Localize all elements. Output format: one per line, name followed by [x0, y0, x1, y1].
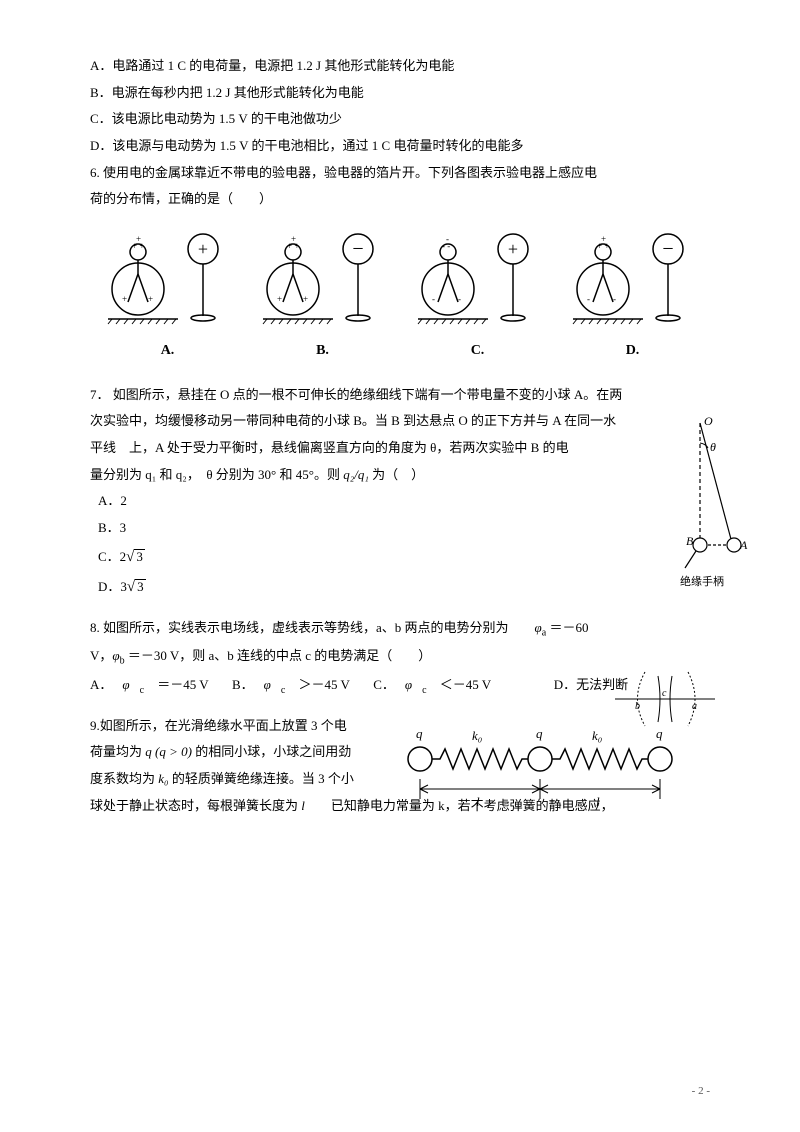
electroscope-d-svg: − + + + --: [563, 224, 703, 334]
q7-d-pre: D．3: [98, 579, 127, 594]
q5-opt-a: A．电路通过 1 C 的电荷量，电源把 1.2 J 其他形式能转化为电能: [90, 54, 710, 79]
q6-figure-row: + + + + + + A.: [90, 224, 710, 365]
q7-opt-a: A．2: [90, 489, 710, 514]
q7-d-rad: 3: [135, 579, 146, 593]
q8-phi-a: φ: [535, 620, 542, 635]
q9-q3: q: [656, 726, 663, 741]
q6-stem-1: 6. 使用电的金属球靠近不带电的验电器，验电器的箔片开。下列各图表示验电器上感应…: [90, 161, 710, 186]
q8-l1-pre: 8. 如图所示，实线表示电场线，虚线表示等势线，a、b 两点的电势分别为: [90, 620, 535, 635]
electroscope-b-svg: − + + + ++: [253, 224, 393, 334]
ball-sign-c: +: [507, 239, 517, 259]
q8-a-label: a: [692, 701, 697, 712]
q7-opt-c: C．2√3: [90, 543, 710, 572]
q7-l3: 平线 上，A 处于受力平衡时，悬线偏离竖直方向的角度为 θ，若两次实验中 B 的…: [90, 436, 570, 461]
q5-opt-d: D．该电源与电动势为 1.5 V 的干电池相比，通过 1 C 电荷量时转化的电能…: [90, 134, 710, 159]
ball-sign-a: +: [197, 239, 207, 259]
q7-figure: O θ B A 绝缘手柄: [630, 413, 750, 593]
svg-text:-: -: [446, 234, 449, 244]
q7-l4-post: 为（ ）: [369, 467, 424, 482]
svg-text:-: -: [613, 294, 616, 304]
page: A．电路通过 1 C 的电荷量，电源把 1.2 J 其他形式能转化为电能 B．电…: [0, 0, 800, 1132]
q5-opt-b: B．电源在每秒内把 1.2 J 其他形式能转化为电能: [90, 81, 710, 106]
q6-label-b: B.: [316, 338, 329, 365]
q9-l1-label: l: [476, 794, 480, 809]
q7-handle: 绝缘手柄: [680, 574, 724, 588]
svg-text:+: +: [303, 294, 308, 304]
q9-figure: q q q k₀ k₀ l l: [390, 724, 690, 814]
svg-text:+: +: [277, 294, 282, 304]
q7-l4: 量分别为 q₁ 和 q₂， θ 分别为 30° 和 45°。则 q₂/q₁ 为（…: [90, 463, 570, 488]
q8-c-label: c: [662, 688, 667, 699]
q7-opt-d: D．3√3: [90, 573, 710, 602]
q8-opt-b: B．φc ＞－45 V: [232, 677, 360, 692]
q6-label-d: D.: [626, 338, 640, 365]
q7-l1: 7． 如图所示，悬挂在 O 点的一根不可伸长的绝缘细线下端有一个带电量不变的小球…: [90, 383, 710, 408]
svg-text:+: +: [148, 294, 153, 304]
ball-sign-b: −: [352, 238, 363, 260]
q8-opt-c: C．φc ＜－45 V: [373, 677, 501, 692]
q8-l2-mid: ＝－30 V，则 a、b 连线的中点 c 的电势满足（ ）: [125, 648, 432, 663]
svg-text:+: +: [291, 234, 296, 244]
q8-l1: 8. 如图所示，实线表示电场线，虚线表示等势线，a、b 两点的电势分别为 φa …: [90, 616, 710, 643]
q7-c-rad: 3: [134, 549, 145, 563]
q7-theta: θ: [710, 440, 716, 454]
q9-q1: q: [416, 726, 423, 741]
q6-fig-d: − + + + -- D.: [563, 224, 703, 365]
q7-l2: 次实验中，均缓慢移动另一带同种电荷的小球 B。当 B 到达悬点 O 的正下方并与…: [90, 409, 710, 434]
q7-O: O: [704, 414, 713, 428]
q9-q2: q: [536, 726, 543, 741]
q9-l2-label: l: [596, 794, 600, 809]
electroscope-a-svg: + + + + ++: [98, 224, 238, 334]
q9-l3: 度系数均为 k₀ 的轻质弹簧绝缘连接。当 3 个小: [90, 767, 370, 792]
q7-c-pre: C．2: [98, 549, 126, 564]
q7-ratio: q₂/q₁: [343, 467, 369, 482]
q7-A: A: [739, 538, 748, 552]
q9-l2: 荷量均为 q (q > 0) 的相同小球，小球之间用劲: [90, 740, 370, 765]
q6-fig-c: + - - - -- C.: [408, 224, 548, 365]
q8-l2-pre: V，: [90, 648, 112, 663]
q5-opt-c: C．该电源比电动势为 1.5 V 的干电池做功少: [90, 107, 710, 132]
page-number: - 2 -: [692, 1081, 710, 1102]
q7-B: B: [686, 534, 694, 548]
q6-label-a: A.: [161, 338, 175, 365]
q7-options: A．2 B．3 C．2√3 D．3√3: [90, 489, 710, 601]
ball-sign-d: −: [662, 238, 673, 260]
q9-k0: k₀: [158, 771, 168, 786]
q8-l1-eq: ＝－60: [546, 620, 588, 635]
q9-q: q (q > 0): [145, 744, 192, 759]
q8-block: 8. 如图所示，实线表示电场线，虚线表示等势线，a、b 两点的电势分别为 φa …: [90, 616, 710, 700]
q8-phi-b: φ: [112, 648, 119, 663]
svg-text:+: +: [601, 234, 606, 244]
q9-k1: k₀: [472, 728, 482, 743]
svg-text:-: -: [587, 294, 590, 304]
q6-fig-a: + + + + ++ A.: [98, 224, 238, 365]
q7-block: 7． 如图所示，悬挂在 O 点的一根不可伸长的绝缘细线下端有一个带电量不变的小球…: [90, 383, 710, 602]
q8-opt-a: A．φc ＝－45 V: [90, 677, 219, 692]
q8-b-label: b: [635, 701, 640, 712]
electroscope-c-svg: + - - - --: [408, 224, 548, 334]
q6-stem-2: 荷的分布情，正确的是（ ）: [90, 187, 710, 212]
q7-l4-pre: 量分别为 q₁ 和 q₂， θ 分别为 30° 和 45°。则: [90, 467, 343, 482]
svg-text:-: -: [432, 294, 435, 304]
q9-l1: 9.如图所示，在光滑绝缘水平面上放置 3 个电: [90, 714, 370, 739]
q6-fig-b: − + + + ++ B.: [253, 224, 393, 365]
q9-k2: k₀: [592, 728, 602, 743]
q7-opt-b: B．3: [90, 516, 710, 541]
svg-text:-: -: [458, 294, 461, 304]
svg-text:+: +: [136, 234, 141, 244]
q9-block: 9.如图所示，在光滑绝缘水平面上放置 3 个电 荷量均为 q (q > 0) 的…: [90, 714, 710, 819]
q6-label-c: C.: [471, 338, 485, 365]
svg-text:+: +: [122, 294, 127, 304]
